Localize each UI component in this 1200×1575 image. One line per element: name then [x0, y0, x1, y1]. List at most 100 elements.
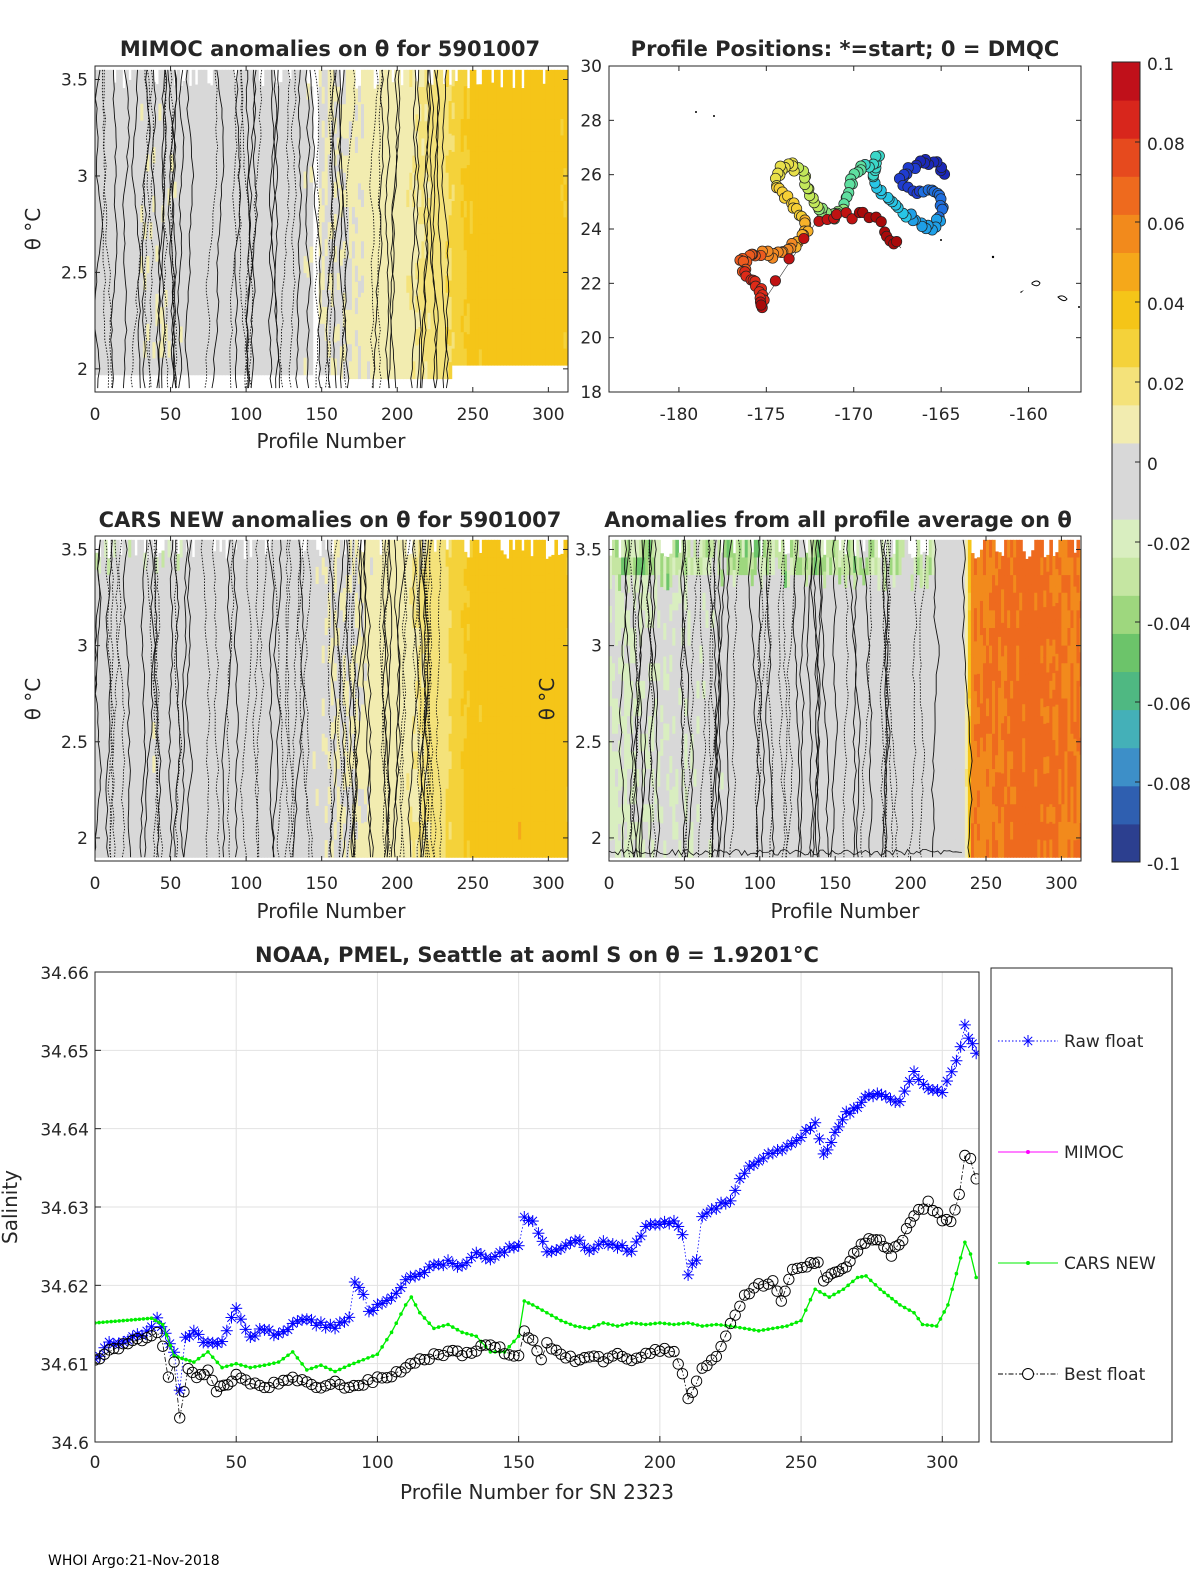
heatmap-cell: [107, 823, 111, 842]
heatmap-cell: [518, 332, 522, 350]
heatmap-cell: [521, 103, 525, 120]
positions-land: [695, 111, 1080, 308]
heatmap-cell: [116, 205, 120, 223]
heatmap-cell: [557, 348, 562, 366]
colorbar-step: [1112, 519, 1140, 558]
heatmap-cell: [548, 86, 552, 104]
heatmap-cell: [527, 332, 531, 350]
mimoc-title: MIMOC anomalies on θ for 5901007: [120, 37, 540, 61]
heatmap-cell: [134, 154, 138, 173]
heatmap-cell: [95, 789, 99, 808]
heatmap-cell: [237, 69, 241, 88]
heatmap-cell: [116, 188, 120, 206]
heatmap-cell: [221, 357, 226, 376]
heatmap-cell: [200, 222, 205, 240]
heatmap-cell: [98, 840, 102, 858]
heatmap-cell: [206, 164, 211, 182]
heatmap-cell: [409, 258, 413, 277]
heatmap-cell: [209, 101, 214, 119]
heatmap-cell: [152, 147, 157, 164]
heatmap-cell: [206, 261, 211, 279]
heatmap-cell: [212, 721, 217, 739]
heatmap-cell: [212, 86, 217, 105]
heatmap-cell: [140, 592, 144, 611]
heatmap-cell: [551, 184, 555, 202]
heatmap-cell: [360, 155, 365, 174]
heatmap-cell: [158, 69, 163, 88]
heatmap-cell: [496, 250, 501, 268]
heatmap-cell: [451, 69, 456, 87]
heatmap-cell: [194, 733, 199, 752]
heatmap-cell: [197, 557, 202, 576]
heatmap-cell: [554, 348, 559, 366]
heatmap-cell: [152, 277, 157, 294]
heatmap-cell: [327, 273, 332, 291]
heatmap-cell: [125, 306, 129, 325]
heatmap-cell: [406, 224, 410, 242]
heatmap-cell: [185, 552, 190, 570]
heatmap-cell: [143, 120, 147, 139]
heatmap-cell: [203, 120, 208, 139]
heatmap-cell: [134, 222, 138, 240]
heatmap-cell: [221, 171, 226, 189]
heatmap-cell: [221, 306, 226, 325]
heatmap-cell: [246, 154, 250, 173]
heatmap-cell: [231, 716, 235, 735]
heatmap-cell: [264, 655, 268, 673]
heatmap-cell: [297, 575, 302, 594]
heatmap-cell: [512, 318, 516, 335]
heatmap-cell: [288, 786, 293, 805]
heatmap-cell: [194, 575, 199, 594]
heatmap-cell: [270, 273, 274, 291]
heatmap-cell: [264, 587, 268, 606]
heatmap-cell: [227, 751, 232, 770]
heatmap-cell: [140, 357, 144, 376]
heatmap-cell: [264, 672, 268, 690]
heatmap-cell: [324, 273, 329, 291]
heatmap-cell: [291, 610, 296, 629]
heatmap-cell: [101, 769, 105, 788]
heatmap-cell: [143, 772, 147, 791]
heatmap-cell: [379, 756, 383, 774]
heatmap-cell: [560, 315, 565, 333]
heatmap-cell: [424, 327, 429, 345]
heatmap-cell: [155, 707, 160, 725]
heatmap-cell: [321, 323, 326, 342]
heatmap-cell: [194, 539, 199, 559]
heatmap-cell: [309, 751, 314, 770]
heatmap-cell: [152, 620, 157, 639]
heatmap-cell: [415, 147, 419, 165]
heatmap-cell: [276, 214, 280, 231]
heatmap-cell: [333, 821, 338, 841]
heatmap-cell: [545, 201, 549, 219]
heatmap-cell: [318, 706, 323, 724]
heatmap-cell: [409, 104, 413, 122]
heatmap-cell: [176, 357, 181, 376]
heatmap-cell: [566, 348, 568, 366]
heatmap-cell: [179, 663, 184, 682]
heatmap-cell: [321, 171, 326, 189]
heatmap-cell: [237, 539, 241, 559]
heatmap-cell: [406, 172, 410, 191]
heatmap-cell: [294, 645, 299, 664]
heatmap-cell: [125, 557, 129, 576]
heatmap-cell: [451, 315, 456, 333]
heatmap-cell: [128, 79, 132, 97]
heatmap-cell: [161, 703, 166, 722]
heatmap-cell: [234, 165, 238, 182]
y-tick-label: 3.5: [61, 71, 88, 91]
heatmap-cell: [336, 103, 341, 122]
heatmap-cell: [179, 839, 184, 858]
heatmap-cell: [231, 645, 235, 664]
heatmap-cell: [276, 539, 280, 559]
heatmap-cell: [457, 184, 462, 202]
heatmap-cell: [472, 233, 477, 251]
heatmap-cell: [484, 332, 489, 350]
heatmap-cell: [360, 840, 365, 858]
heatmap-cell: [336, 120, 341, 139]
heatmap-cell: [152, 293, 157, 311]
heatmap-cell: [367, 224, 371, 242]
heatmap-cell: [351, 751, 356, 770]
heatmap-cell: [397, 786, 401, 805]
heatmap-cell: [270, 786, 274, 805]
